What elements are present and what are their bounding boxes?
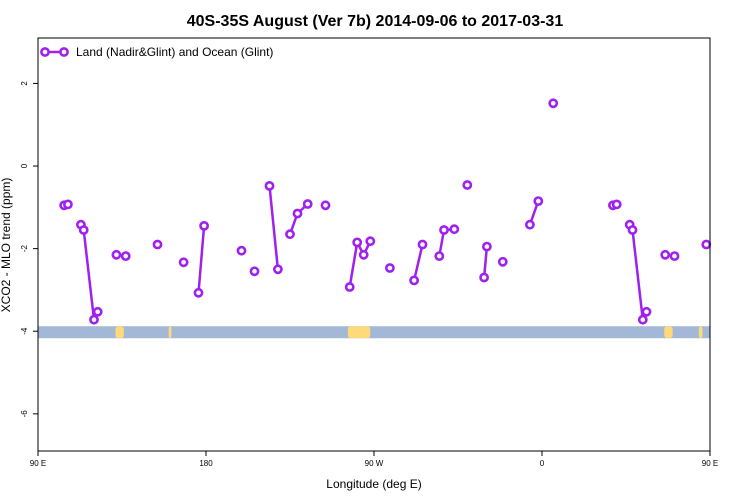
land-patch xyxy=(168,326,172,339)
data-point xyxy=(78,225,89,235)
x-tick-label: 90 E xyxy=(30,459,46,468)
land-patch xyxy=(698,326,703,339)
land-patch xyxy=(664,326,673,339)
data-point xyxy=(365,236,376,247)
legend-label: Land (Nadir&Glint) and Ocean (Glint) xyxy=(76,45,273,59)
data-point xyxy=(525,219,535,230)
data-point xyxy=(89,314,99,325)
data-point xyxy=(236,245,247,256)
data-point xyxy=(358,249,369,260)
data-point xyxy=(449,224,460,235)
data-point xyxy=(434,251,445,261)
x-axis-label: Longitude (deg E) xyxy=(326,477,421,491)
data-point xyxy=(264,180,275,191)
data-point xyxy=(701,239,712,250)
y-tick-label: -2 xyxy=(20,244,29,252)
data-point xyxy=(611,199,622,210)
data-point xyxy=(111,249,122,260)
data-point xyxy=(92,306,103,317)
data-point xyxy=(249,266,260,277)
data-point xyxy=(409,275,419,286)
y-tick-label: -4 xyxy=(20,327,29,335)
data-point xyxy=(497,256,508,267)
y-axis-ticks: -6 -4 -2 0 2 xyxy=(20,81,38,418)
land-ocean-band xyxy=(38,326,710,339)
series-line xyxy=(268,185,280,270)
data-point xyxy=(384,263,395,273)
data-point xyxy=(481,241,492,252)
data-point xyxy=(178,257,189,268)
ocean-band xyxy=(38,326,710,339)
legend: Land (Nadir&Glint) and Ocean (Glint) xyxy=(40,45,273,59)
data-point xyxy=(533,196,544,206)
legend-marker-right xyxy=(59,47,69,57)
series-line xyxy=(348,238,372,288)
data-point xyxy=(344,282,355,292)
data-point xyxy=(152,239,163,250)
land-patch xyxy=(115,326,124,339)
data-point xyxy=(660,249,671,260)
chart-title: 40S-35S August (Ver 7b) 2014-09-06 to 20… xyxy=(187,13,564,30)
data-point xyxy=(320,200,331,211)
data-point xyxy=(272,264,283,275)
data-point xyxy=(479,272,489,283)
legend-marker-left xyxy=(40,47,50,57)
land-patch xyxy=(347,326,371,339)
data-point xyxy=(669,251,680,261)
y-tick-label: 0 xyxy=(20,163,29,168)
data-point xyxy=(637,314,648,325)
data-point xyxy=(548,98,559,109)
data-point xyxy=(63,199,73,210)
data-point xyxy=(641,306,652,317)
plot-area xyxy=(37,37,712,452)
x-axis-ticks: 90 E 180 90 W 0 90 E xyxy=(30,451,718,468)
y-tick-label: -6 xyxy=(20,410,29,418)
data-series xyxy=(59,98,712,325)
series-line xyxy=(482,246,489,278)
data-point xyxy=(627,225,638,235)
data-point xyxy=(120,251,131,261)
data-point xyxy=(193,287,204,298)
x-tick-label: 90 W xyxy=(365,459,384,468)
y-axis-label: XCO2 - MLO trend (ppm) xyxy=(0,178,13,313)
data-point xyxy=(462,180,473,190)
x-tick-label: 180 xyxy=(199,459,213,468)
data-point xyxy=(352,237,363,248)
y-tick-label: 2 xyxy=(20,81,29,86)
data-point xyxy=(439,225,449,235)
data-point xyxy=(302,199,313,209)
series-line xyxy=(412,244,424,281)
data-point xyxy=(417,239,428,250)
data-point xyxy=(285,229,295,240)
series-line xyxy=(197,225,206,293)
data-point xyxy=(199,220,209,231)
x-tick-label: 90 E xyxy=(702,459,718,468)
data-point xyxy=(292,208,303,219)
x-tick-label: 0 xyxy=(540,459,545,468)
